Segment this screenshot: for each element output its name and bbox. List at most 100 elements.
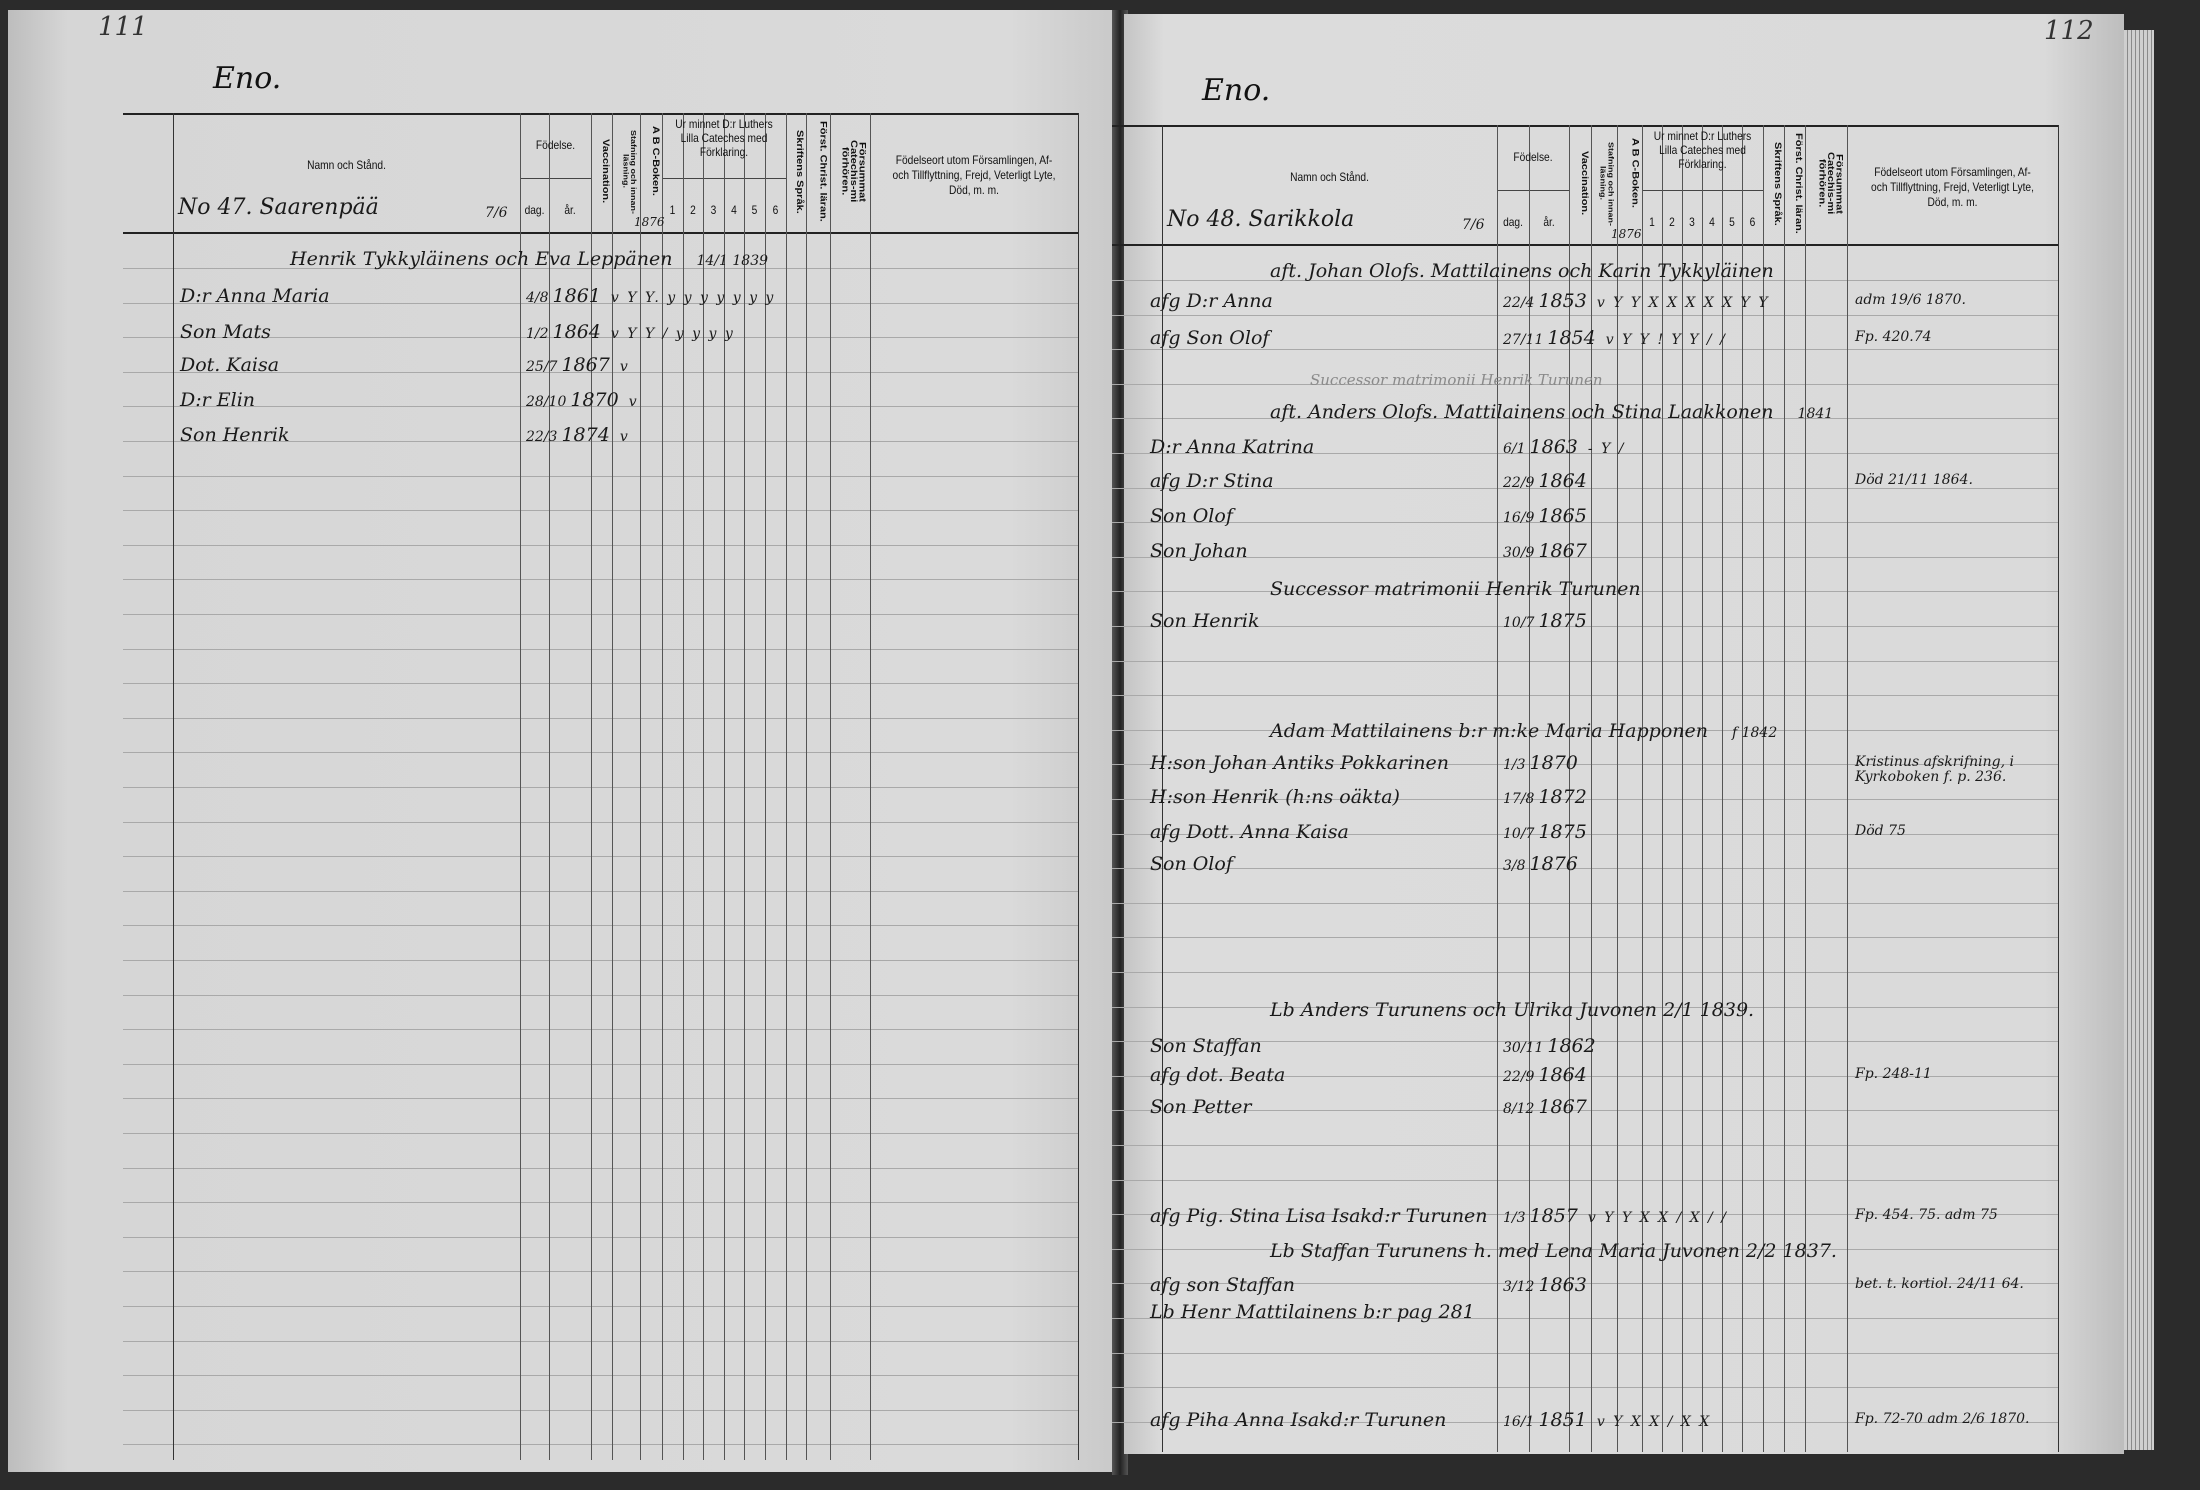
entry-name: afg dot. Beata <box>1150 1064 1286 1086</box>
header-vaccination: Vaccination. <box>600 139 611 204</box>
header-vaccination: Vaccination. <box>1579 151 1590 216</box>
column-rule <box>1591 125 1592 1452</box>
entry-birth-year: 1863 <box>1529 436 1578 458</box>
header-bottom-rule <box>1112 244 2058 246</box>
ruled-line <box>123 614 1078 615</box>
entry-name: H:son Johan Antiks Pokkarinen <box>1150 752 1449 774</box>
parish-name: Eno. <box>1202 73 1271 108</box>
header-fodelseort: Födelseort utom Församlingen, Af- och Ti… <box>1871 165 2034 209</box>
ruled-line <box>123 1306 1078 1307</box>
ruled-line <box>123 648 1078 650</box>
entry-birth-day: 17/8 <box>1503 791 1535 807</box>
column-rule <box>1569 125 1570 1452</box>
header-catechism-col: 6 <box>772 203 779 217</box>
register-entry: Lb Henr Mattilainens b:r pag 281 <box>1150 1301 1499 1327</box>
ruled-line <box>123 787 1078 788</box>
ruled-line <box>123 1202 1078 1204</box>
ruled-line <box>123 1375 1078 1377</box>
register-entry: D:r Anna Maria 4/8 1861 v Y Y. y y y y y y … <box>180 285 775 311</box>
header-top-rule <box>1112 125 2058 127</box>
farm-mark: 7/6 <box>1462 217 1485 233</box>
header-catechism-col: 3 <box>1689 215 1695 229</box>
entry-birth-year: 1875 <box>1538 821 1587 843</box>
entry-name: Adam Mattilainens b:r m:ke Maria Happone… <box>1270 720 1708 742</box>
ruled-line <box>1112 799 2058 800</box>
column-rule <box>1078 113 1079 1460</box>
entry-name: Son Olof <box>1150 505 1233 527</box>
right-page: Namn och Stånd. Födelse. dag. år. Vaccinatio… <box>1112 14 2124 1454</box>
header-fodelse: Födelse. <box>1513 150 1553 164</box>
entry-birth-day: 3/12 <box>1503 1279 1535 1295</box>
column-rule <box>724 113 725 1460</box>
entry-birth-day: 3/8 <box>1503 858 1526 874</box>
ruled-line <box>1112 729 2058 731</box>
ruled-line <box>1112 1214 2058 1216</box>
entry-birth-day: 16/1 <box>1503 1414 1535 1430</box>
ruled-line <box>123 1133 1078 1134</box>
ruled-line <box>1112 695 2058 697</box>
abc-year-mark: 1876 <box>1611 227 1642 241</box>
header-forst: Först. Christ. läran. <box>818 121 829 222</box>
register-entry: aft. Anders Olofs. Mattilainens och Stin… <box>1150 401 1833 427</box>
register-entry: Son Mats 1/2 1864 v Y Y / y y y y <box>180 321 735 347</box>
register-entry: afg dot. Beata 22/9 1864 Fp. 248-11 <box>1150 1064 1932 1090</box>
abc-year-mark: 1876 <box>634 215 665 229</box>
header-bottom-rule <box>123 232 1078 234</box>
ruled-line <box>123 337 1078 339</box>
column-rule <box>1497 125 1498 1452</box>
ruled-line <box>1112 1041 2058 1043</box>
register-entry: Son Henrik 22/3 1874 v <box>180 424 630 450</box>
ruled-line <box>123 925 1078 927</box>
register-entry: Son Henrik 10/7 1875 <box>1150 610 1587 636</box>
column-rule <box>173 113 174 1460</box>
entry-birth-day: 22/9 <box>1503 1069 1535 1085</box>
header-fodelseort: Födelseort utom Församlingen, Af- och Ti… <box>892 153 1056 197</box>
register-entry: H:son Johan Antiks Pokkarinen 1/3 1870 Kris… <box>1150 752 2014 785</box>
farm-name: No 48. Sarikkola <box>1167 207 1355 232</box>
header-stavning: Stafning och innan-läsning. <box>1598 141 1616 226</box>
ruled-line <box>123 1236 1078 1238</box>
ruled-line <box>123 475 1078 477</box>
header-catechism-col: 5 <box>1729 215 1735 229</box>
ruled-line <box>1112 314 2058 316</box>
entry-name: Son Staffan <box>1150 1035 1262 1057</box>
fodelse-divider <box>1497 190 1569 191</box>
ruled-line <box>123 579 1078 581</box>
header-forsummat: Försummat Catechis-mi förhören. <box>1816 152 1844 215</box>
ruled-line <box>123 994 1078 996</box>
header-catechism-col: 1 <box>669 203 676 217</box>
entry-birth-day: 30/11 <box>1503 1040 1544 1056</box>
entry-birth-year: 1870 <box>1529 752 1578 774</box>
ruled-line <box>123 1409 1078 1411</box>
column-rule <box>744 113 745 1460</box>
entry-note: Fp. 248-11 <box>1855 1066 1932 1082</box>
entry-birth-year: 1876 <box>1529 853 1578 875</box>
entry-name: afg D:r Stina <box>1150 470 1274 492</box>
register-entry: Son Olof 3/8 1876 <box>1150 853 1578 879</box>
ruled-line <box>123 510 1078 512</box>
farm-name: No 47. Saarenpää <box>178 195 379 220</box>
entry-marks: v Y Y X X X X X Y Y <box>1596 295 1770 311</box>
column-rule <box>1617 125 1618 1452</box>
entry-name: aft. Anders Olofs. Mattilainens och Stin… <box>1270 401 1774 423</box>
column-rule <box>1742 125 1743 1452</box>
entry-name: afg D:r Anna <box>1150 290 1273 312</box>
ruled-line <box>123 890 1078 892</box>
header-forst: Först. Christ. läran. <box>1793 133 1804 234</box>
ruled-line <box>123 960 1078 961</box>
column-rule <box>830 113 831 1460</box>
entry-name: D:r Anna Maria <box>180 285 330 307</box>
entry-note: Fp. 454. 75. adm 75 <box>1855 1207 1998 1223</box>
ruled-line <box>123 683 1078 685</box>
column-rule <box>786 113 787 1460</box>
register-entry: afg Pig. Stina Lisa Isakd:r Turunen 1/3 18… <box>1150 1205 1998 1231</box>
column-rule <box>591 113 592 1460</box>
entry-marks: v Y Y. y y y y y y y <box>610 290 776 306</box>
column-rule <box>1784 125 1785 1452</box>
column-rule <box>683 113 684 1460</box>
ruled-line <box>1112 1318 2058 1319</box>
entry-marks: v Y Y / y y y y <box>610 326 735 342</box>
column-rule <box>1642 125 1643 1452</box>
entry-name: Successor matrimonii Henrik Turunen <box>1310 371 1603 389</box>
entry-note: 1841 <box>1797 406 1834 422</box>
